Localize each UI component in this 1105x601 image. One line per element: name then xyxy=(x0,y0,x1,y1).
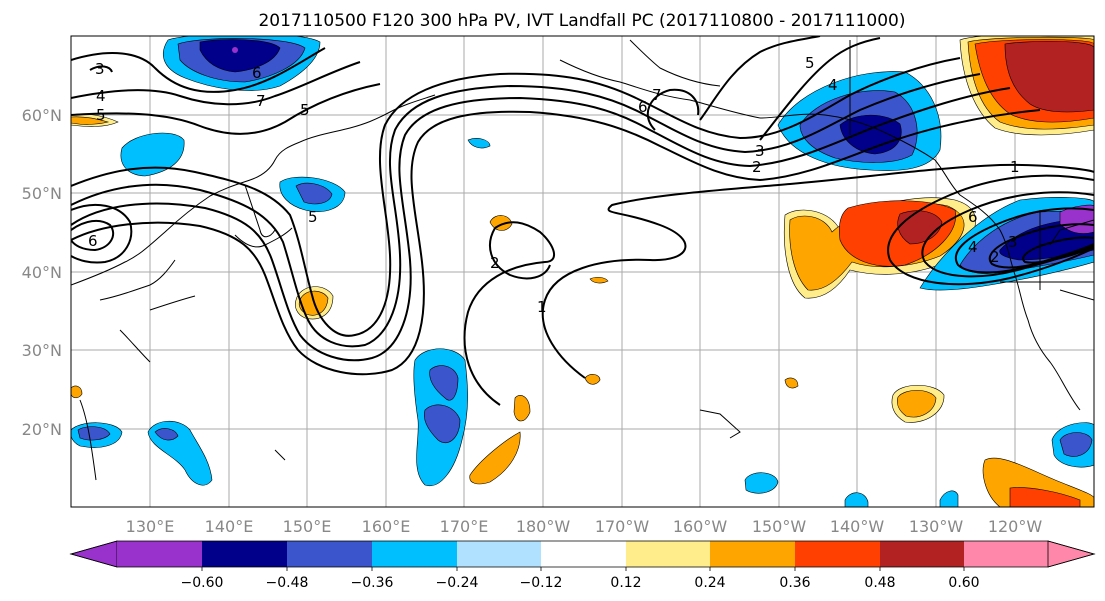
lon-label: 150°E xyxy=(283,517,332,536)
colorbar-swatch xyxy=(287,541,372,567)
lat-label: 30°N xyxy=(22,341,62,360)
colorbar-outline xyxy=(69,540,1096,568)
lon-label: 160°E xyxy=(362,517,411,536)
colorbar-swatch xyxy=(880,541,964,567)
lon-label: 130°E xyxy=(126,517,175,536)
lat-label: 60°N xyxy=(22,106,62,125)
lat-label: 40°N xyxy=(22,263,62,282)
contour-labels: 3 4 5 6 7 5 6 5 2 1 5 4 6 7 3 2 1 6 4 3 … xyxy=(88,54,1020,316)
lon-label: 160°W xyxy=(673,517,728,536)
colorbar-label: −0.12 xyxy=(520,575,563,591)
lon-label: 130°W xyxy=(909,517,964,536)
contour-label: 2 xyxy=(752,158,762,176)
lon-label: 120°W xyxy=(988,517,1043,536)
contour-label: 4 xyxy=(96,87,106,105)
contour-label: 6 xyxy=(252,64,262,82)
colorbar-swatch xyxy=(710,541,795,567)
contour-label: 3 xyxy=(1008,233,1018,251)
shaded-anomalies xyxy=(71,36,1094,507)
contour-label: 6 xyxy=(88,232,98,250)
contour-label: 7 xyxy=(256,92,266,110)
colorbar-label: −0.24 xyxy=(436,575,479,591)
colorbar-swatch xyxy=(626,541,710,567)
pv-contours xyxy=(71,36,1094,406)
lat-label: 20°N xyxy=(22,420,62,439)
contour-label: 2 xyxy=(990,248,1000,266)
coastlines xyxy=(71,39,1094,481)
latitude-labels: 60°N 50°N 40°N 30°N 20°N xyxy=(22,106,62,439)
colorbar-swatch xyxy=(964,541,1048,567)
lon-label: 150°W xyxy=(752,517,807,536)
colorbar: −0.60 −0.48 −0.36 −0.24 −0.12 0.12 0.24 … xyxy=(69,540,1096,591)
contour-label: 4 xyxy=(828,76,838,94)
contour-label: 2 xyxy=(490,254,500,272)
colorbar-label: 0.12 xyxy=(610,575,641,591)
contour-label: 6 xyxy=(968,208,978,226)
lon-label: 170°W xyxy=(595,517,650,536)
colorbar-label: 0.60 xyxy=(948,575,979,591)
map-area: 3 4 5 6 7 5 6 5 2 1 5 4 6 7 3 2 1 6 4 3 … xyxy=(71,36,1094,507)
contour-label: 1 xyxy=(1010,158,1020,176)
colorbar-label: −0.36 xyxy=(351,575,394,591)
colorbar-label: −0.48 xyxy=(266,575,309,591)
contour-label: 7 xyxy=(652,86,662,104)
colorbar-extend-high xyxy=(1047,540,1096,568)
colorbar-swatch xyxy=(202,541,287,567)
lon-label: 140°W xyxy=(830,517,885,536)
contour-label: 5 xyxy=(96,106,106,124)
colorbar-swatch xyxy=(372,541,457,567)
lon-label: 140°E xyxy=(205,517,254,536)
contour-label: 4 xyxy=(968,238,978,256)
lat-label: 50°N xyxy=(22,184,62,203)
lon-label: 180°W xyxy=(516,517,571,536)
colorbar-label: 0.48 xyxy=(864,575,895,591)
colorbar-swatch xyxy=(117,541,202,567)
colorbar-label: 0.24 xyxy=(694,575,725,591)
contour-label: 5 xyxy=(300,101,310,119)
contour-label: 3 xyxy=(95,60,105,78)
contour-label: 6 xyxy=(638,98,648,116)
colorbar-swatch xyxy=(795,541,880,567)
lon-label: 170°E xyxy=(440,517,489,536)
contour-label: 5 xyxy=(308,208,318,226)
map-frame xyxy=(70,35,1095,508)
colorbar-label: −0.60 xyxy=(181,575,224,591)
colorbar-label: 0.36 xyxy=(779,575,810,591)
colorbar-swatch xyxy=(457,541,541,567)
colorbar-extend-low xyxy=(69,540,118,568)
figure-title: 2017110500 F120 300 hPa PV, IVT Landfall… xyxy=(258,11,905,31)
longitude-labels: 130°E 140°E 150°E 160°E 170°E 180°W 170°… xyxy=(126,517,1043,536)
colorbar-swatch xyxy=(541,541,626,567)
contour-label: 3 xyxy=(755,142,765,160)
contour-label: 1 xyxy=(537,298,547,316)
contour-label: 5 xyxy=(805,54,815,72)
